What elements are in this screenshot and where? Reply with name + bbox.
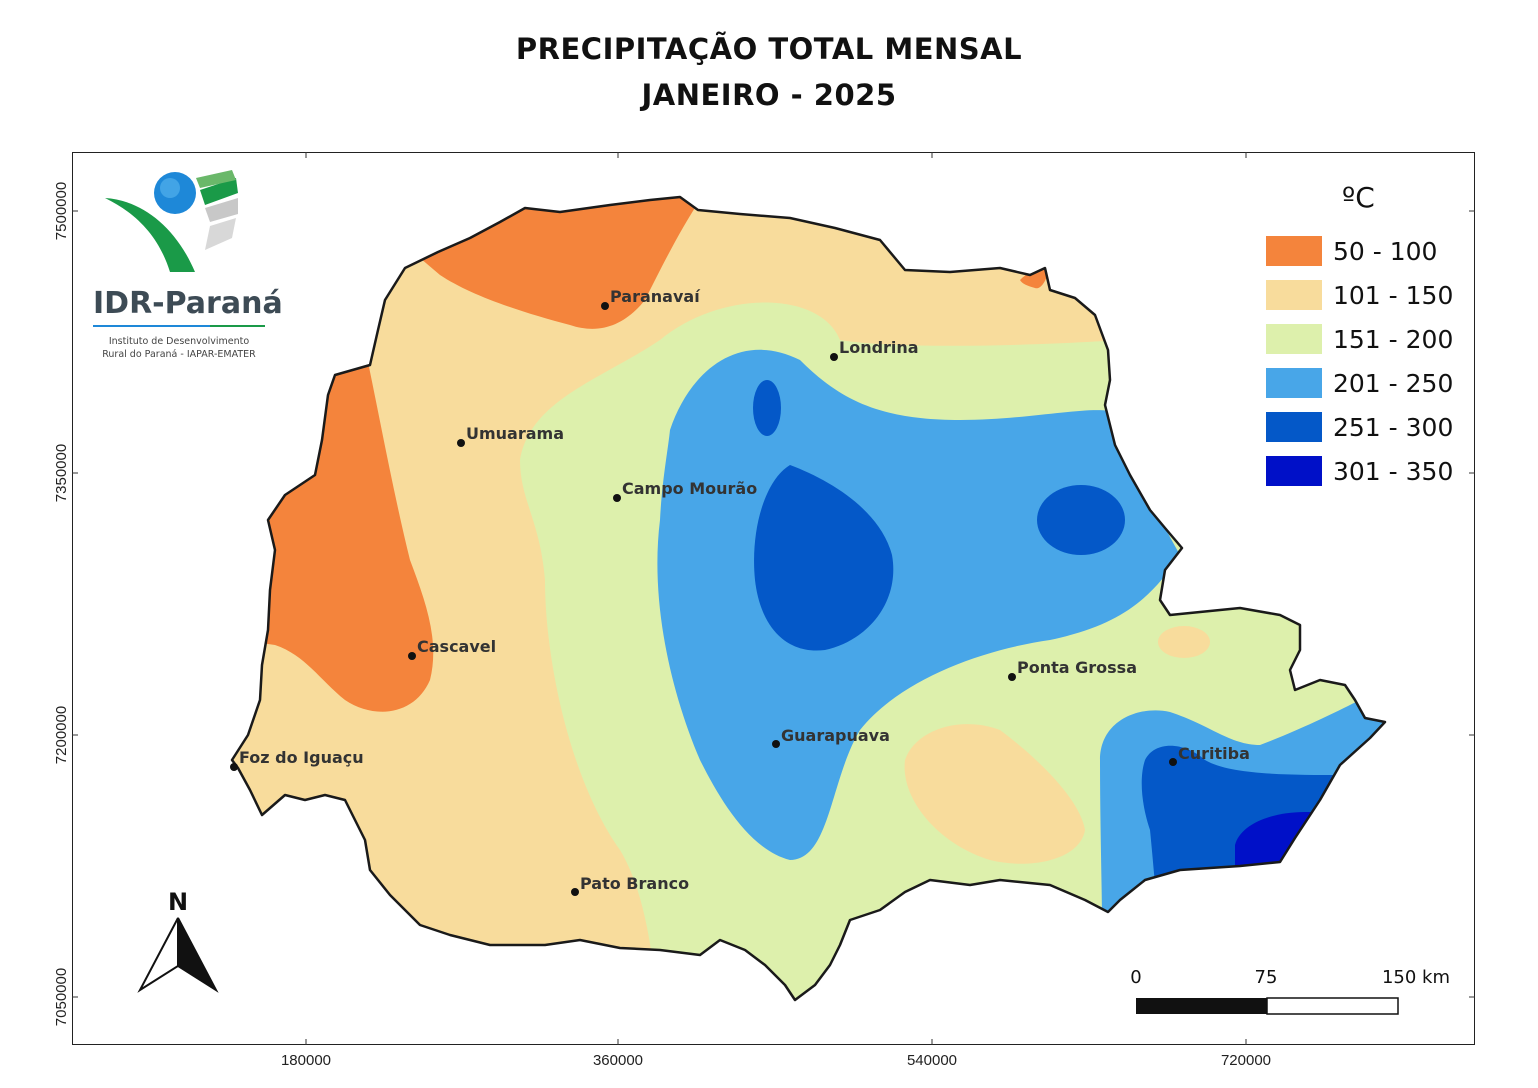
x-tick-540000: 540000 (907, 1052, 957, 1069)
city-umuarama: Umuarama (457, 424, 564, 447)
city-label: Umuarama (466, 424, 564, 443)
scale-label-150: 150 km (1382, 967, 1450, 988)
city-paranavai: Paranavaí (601, 287, 701, 310)
city-foz-do-iguacu: Foz do Iguaçu (230, 748, 364, 771)
scale-segment-black (1136, 998, 1267, 1014)
north-arrow-icon (137, 917, 179, 993)
city-guarapuava: Guarapuava (772, 726, 890, 748)
legend-label: 251 - 300 (1333, 413, 1453, 442)
city-marker (230, 763, 238, 771)
city-pato-branco: Pato Branco (571, 874, 689, 896)
legend-swatch (1266, 324, 1322, 354)
map-title-line2: JANEIRO - 2025 (641, 78, 897, 112)
city-marker (1008, 673, 1016, 681)
logo-subtitle-1: Instituto de Desenvolvimento (109, 336, 249, 347)
city-curitiba: Curitiba (1169, 744, 1250, 766)
logo-subtitle-2: Rural do Paraná - IAPAR-EMATER (102, 349, 256, 360)
city-label: Ponta Grossa (1017, 658, 1137, 677)
legend-label: 101 - 150 (1333, 281, 1453, 310)
city-ponta-grossa: Ponta Grossa (1008, 658, 1137, 681)
city-label: Cascavel (417, 637, 496, 656)
city-marker (830, 353, 838, 361)
legend-swatch (1266, 280, 1322, 310)
zone-101-150-spot (1158, 626, 1210, 658)
city-marker (408, 652, 416, 660)
x-tick-360000: 360000 (593, 1052, 643, 1069)
zone-50-100-northeast (1020, 269, 1048, 289)
city-marker (772, 740, 780, 748)
scale-segment-white (1266, 997, 1399, 1015)
logo-name: IDR-Paraná (93, 286, 283, 321)
city-marker (571, 888, 579, 896)
legend-item-301-350: 301 - 350 (1266, 456, 1453, 486)
frame-ticks (72, 152, 1475, 1045)
legend: ºC 50 - 100 101 - 150 151 - 200 201 - 25… (1266, 181, 1453, 486)
scale-label-75: 75 (1255, 967, 1278, 988)
map-title-line1: PRECIPITAÇÃO TOTAL MENSAL (515, 32, 1023, 66)
legend-swatch (1266, 368, 1322, 398)
y-tick-7500000: 7500000 (53, 182, 70, 240)
legend-swatch (1266, 236, 1322, 266)
legend-item-201-250: 201 - 250 (1266, 368, 1453, 398)
city-marker (1169, 758, 1177, 766)
city-marker (613, 494, 621, 502)
legend-swatch (1266, 456, 1322, 486)
north-arrow: N (137, 888, 219, 993)
city-label: Pato Branco (580, 874, 689, 893)
legend-item-151-200: 151 - 200 (1266, 324, 1453, 354)
city-label: Foz do Iguaçu (239, 748, 364, 767)
city-label: Campo Mourão (622, 479, 757, 498)
legend-label: 301 - 350 (1333, 457, 1453, 486)
city-label: Londrina (839, 338, 919, 357)
city-label: Curitiba (1178, 744, 1250, 763)
zone-251-300-east (1037, 485, 1125, 555)
scale-label-0: 0 (1130, 967, 1141, 988)
scale-bar: 0 75 150 km (1130, 967, 1450, 1015)
x-tick-720000: 720000 (1221, 1052, 1271, 1069)
y-tick-7050000: 7050000 (53, 968, 70, 1026)
legend-title: ºC (1342, 181, 1375, 214)
legend-label: 201 - 250 (1333, 369, 1453, 398)
north-label: N (168, 888, 188, 916)
city-label: Paranavaí (610, 287, 701, 306)
city-label: Guarapuava (781, 726, 890, 745)
zone-251-300-small (753, 380, 781, 436)
city-marker (457, 439, 465, 447)
idr-parana-logo: IDR-Paraná Instituto de Desenvolvimento … (93, 170, 283, 360)
y-tick-7200000: 7200000 (53, 706, 70, 764)
city-londrina: Londrina (830, 338, 919, 361)
legend-label: 50 - 100 (1333, 237, 1437, 266)
legend-item-50-100: 50 - 100 (1266, 236, 1437, 266)
city-cascavel: Cascavel (408, 637, 496, 660)
legend-item-251-300: 251 - 300 (1266, 412, 1453, 442)
legend-label: 151 - 200 (1333, 325, 1453, 354)
logo-swoosh-icon (105, 198, 195, 272)
city-campo-mourao: Campo Mourão (613, 479, 757, 502)
zone-101-150-south (904, 724, 1085, 864)
city-marker (601, 302, 609, 310)
legend-swatch (1266, 412, 1322, 442)
zone-151-200 (520, 302, 1385, 1000)
y-tick-7350000: 7350000 (53, 444, 70, 502)
x-tick-180000: 180000 (281, 1052, 331, 1069)
zone-251-300-central (754, 465, 894, 651)
legend-item-101-150: 101 - 150 (1266, 280, 1453, 310)
